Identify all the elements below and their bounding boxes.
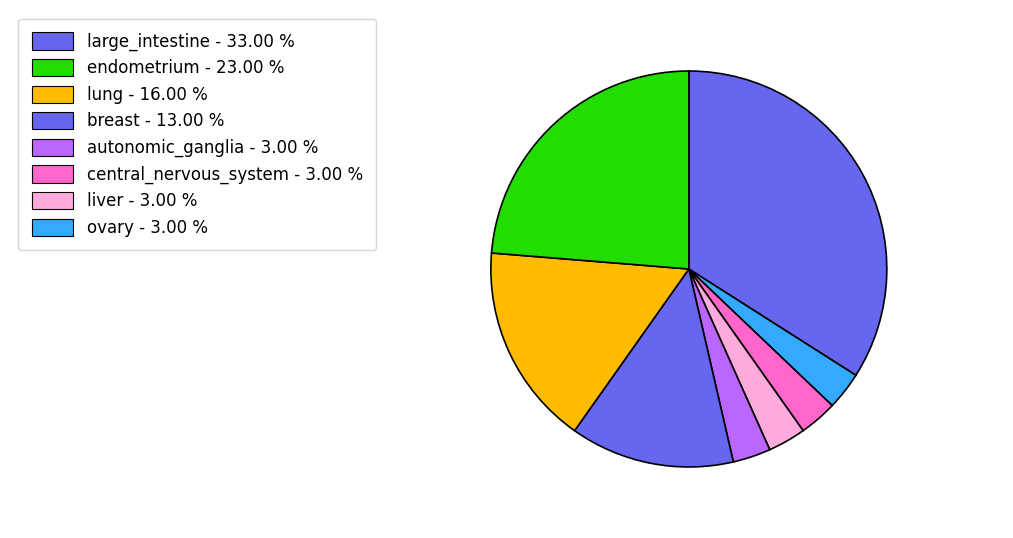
Wedge shape <box>491 71 689 269</box>
Wedge shape <box>689 269 770 462</box>
Wedge shape <box>689 71 886 376</box>
Wedge shape <box>689 269 833 430</box>
Legend: large_intestine - 33.00 %, endometrium - 23.00 %, lung - 16.00 %, breast - 13.00: large_intestine - 33.00 %, endometrium -… <box>18 19 376 250</box>
Wedge shape <box>574 269 733 467</box>
Wedge shape <box>491 253 689 430</box>
Wedge shape <box>689 269 856 406</box>
Wedge shape <box>689 269 803 450</box>
